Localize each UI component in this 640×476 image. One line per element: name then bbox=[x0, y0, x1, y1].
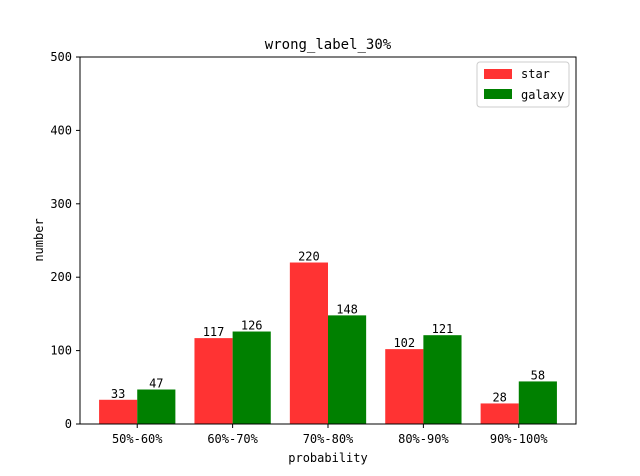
y-tick-label: 300 bbox=[50, 197, 72, 211]
data-label-star-0: 33 bbox=[111, 387, 125, 401]
legend: star galaxy bbox=[476, 61, 570, 108]
x-tick-label: 80%-90% bbox=[398, 432, 449, 446]
bar-galaxy-2 bbox=[328, 315, 367, 424]
legend-label-star: star bbox=[521, 67, 550, 81]
data-labels: 33 117 220 102 28 47 126 148 121 58 bbox=[111, 250, 545, 405]
chart-title: wrong_label_30% bbox=[265, 37, 392, 53]
bar-star-4 bbox=[480, 403, 519, 424]
bars bbox=[99, 262, 557, 424]
bar-galaxy-4 bbox=[518, 381, 557, 424]
data-label-star-4: 28 bbox=[492, 390, 506, 404]
bar-star-2 bbox=[289, 262, 328, 424]
legend-swatch-star bbox=[484, 69, 512, 79]
x-tick-label: 50%-60% bbox=[112, 432, 163, 446]
y-axis: 0 100 200 300 400 500 bbox=[50, 50, 80, 431]
bar-galaxy-1 bbox=[232, 331, 271, 424]
bar-star-3 bbox=[385, 349, 424, 424]
data-label-star-1: 117 bbox=[203, 325, 225, 339]
data-label-star-2: 220 bbox=[298, 250, 320, 264]
y-tick-label: 0 bbox=[65, 417, 72, 431]
x-axis-label: probability bbox=[288, 451, 367, 465]
bar-galaxy-0 bbox=[137, 389, 176, 424]
x-axis: 50%-60% 60%-70% 70%-80% 80%-90% 90%-100% bbox=[112, 424, 549, 446]
bar-star-0 bbox=[99, 399, 138, 424]
data-label-galaxy-2: 148 bbox=[336, 302, 358, 316]
y-tick-label: 500 bbox=[50, 50, 72, 64]
data-label-star-3: 102 bbox=[393, 336, 415, 350]
data-label-galaxy-4: 58 bbox=[531, 368, 545, 382]
x-tick-label: 90%-100% bbox=[490, 432, 549, 446]
y-tick-label: 100 bbox=[50, 344, 72, 358]
y-axis-label: number bbox=[32, 218, 46, 261]
legend-label-galaxy: galaxy bbox=[521, 88, 564, 102]
bar-star-1 bbox=[194, 338, 233, 424]
data-label-galaxy-1: 126 bbox=[241, 319, 263, 333]
legend-swatch-galaxy bbox=[484, 89, 512, 99]
y-tick-label: 400 bbox=[50, 123, 72, 137]
y-tick-label: 200 bbox=[50, 270, 72, 284]
data-label-galaxy-0: 47 bbox=[149, 377, 163, 391]
x-tick-label: 60%-70% bbox=[207, 432, 258, 446]
bar-galaxy-3 bbox=[423, 335, 462, 424]
data-label-galaxy-3: 121 bbox=[432, 322, 454, 336]
x-tick-label: 70%-80% bbox=[303, 432, 354, 446]
